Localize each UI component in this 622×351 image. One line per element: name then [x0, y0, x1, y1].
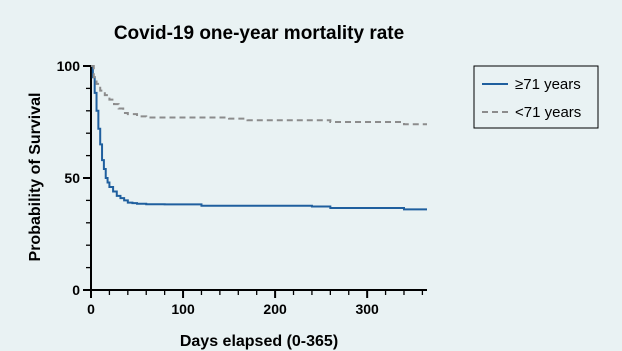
x-axis-label: Days elapsed (0-365)	[180, 333, 338, 350]
chart-title: Covid-19 one-year mortality rate	[114, 23, 404, 44]
x-tick-label: 100	[171, 301, 195, 317]
legend: ≥71 years <71 years	[473, 65, 599, 129]
x-tick-label: 300	[355, 301, 379, 317]
y-axis-label: Probability of Survival	[27, 93, 44, 262]
x-tick-label: 200	[263, 301, 287, 317]
legend-label: ≥71 years	[515, 76, 581, 93]
legend-box	[473, 65, 599, 129]
series-layer	[91, 65, 427, 211]
axes: 0 50 100 0 100 200 300	[57, 58, 427, 317]
y-tick-label: 50	[64, 170, 80, 186]
x-tick-label: 0	[87, 301, 95, 317]
series-line-age-under-71	[91, 65, 427, 126]
y-tick-label: 100	[57, 58, 81, 74]
legend-label: <71 years	[515, 104, 581, 121]
y-tick-label: 0	[72, 282, 80, 298]
series-line-age-71-plus	[91, 65, 427, 211]
